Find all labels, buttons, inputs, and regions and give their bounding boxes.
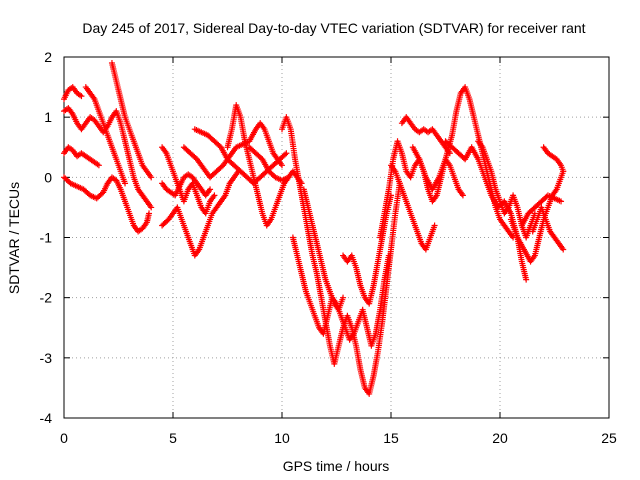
data-point-marker xyxy=(146,210,153,217)
x-tick-label: 15 xyxy=(383,430,399,446)
axis-tick-labels: 0 5 10 15 20 25 -4 -3 -2 -1 0 1 2 xyxy=(40,49,617,446)
y-tick-label: -3 xyxy=(40,350,53,366)
data-point-marker xyxy=(211,192,218,199)
series-arc-2 xyxy=(61,144,102,169)
series-arc-26 xyxy=(540,144,567,175)
x-tick-label: 20 xyxy=(492,430,508,446)
data-point-marker xyxy=(78,93,85,100)
data-point-marker xyxy=(122,180,129,187)
x-tick-label: 0 xyxy=(60,430,68,446)
series-arc-5 xyxy=(82,84,129,187)
series-arc-4 xyxy=(61,84,85,103)
series-arc-6 xyxy=(108,60,155,181)
data-point-marker xyxy=(95,162,102,169)
y-tick-label: -1 xyxy=(40,230,53,246)
data-point-marker xyxy=(340,294,347,301)
x-axis-label: GPS time / hours xyxy=(283,458,390,474)
x-tick-label: 10 xyxy=(274,430,290,446)
series-arc-7 xyxy=(159,168,242,259)
series-arc-9 xyxy=(159,171,214,199)
series-arc-16 xyxy=(300,186,347,313)
data-point-marker xyxy=(523,276,530,283)
series-arc-1 xyxy=(61,174,153,235)
x-tick-label: 5 xyxy=(169,430,177,446)
series-arc-21 xyxy=(409,84,517,241)
y-tick-label: -4 xyxy=(40,410,53,426)
data-point-marker xyxy=(560,246,567,253)
data-point-marker xyxy=(283,150,290,157)
y-tick-label: -2 xyxy=(40,290,53,306)
chart-title: Day 245 of 2017, Sidereal Day-to-day VTE… xyxy=(82,20,585,36)
series-arc-27 xyxy=(518,192,565,229)
data-point-marker xyxy=(431,222,438,229)
x-tick-label: 25 xyxy=(601,430,617,446)
data-point-marker xyxy=(459,192,466,199)
data-point-marker xyxy=(560,168,567,175)
data-point-marker xyxy=(282,151,289,158)
plot-area-border xyxy=(63,56,610,419)
data-point-marker xyxy=(385,252,392,259)
data-point-marker xyxy=(148,174,155,181)
y-tick-label: 0 xyxy=(44,169,52,185)
data-point-marker xyxy=(148,204,155,211)
y-tick-label: 1 xyxy=(44,109,52,125)
series-arc-15 xyxy=(289,234,392,349)
series-arc-20 xyxy=(398,114,453,157)
series-arc-8 xyxy=(159,144,218,217)
data-point-marker xyxy=(558,198,565,205)
data-point-marker xyxy=(207,186,214,193)
y-tick-label: 2 xyxy=(44,49,52,65)
y-axis-label: SDTVAR / TECUs xyxy=(6,182,22,294)
series-arc-19 xyxy=(388,162,438,253)
series-arc-3 xyxy=(61,105,155,211)
series-arc-11 xyxy=(191,126,290,187)
data-points xyxy=(61,60,567,397)
data-point-marker xyxy=(279,162,285,169)
series-arc-25 xyxy=(529,204,567,253)
data-point-marker xyxy=(98,190,105,197)
